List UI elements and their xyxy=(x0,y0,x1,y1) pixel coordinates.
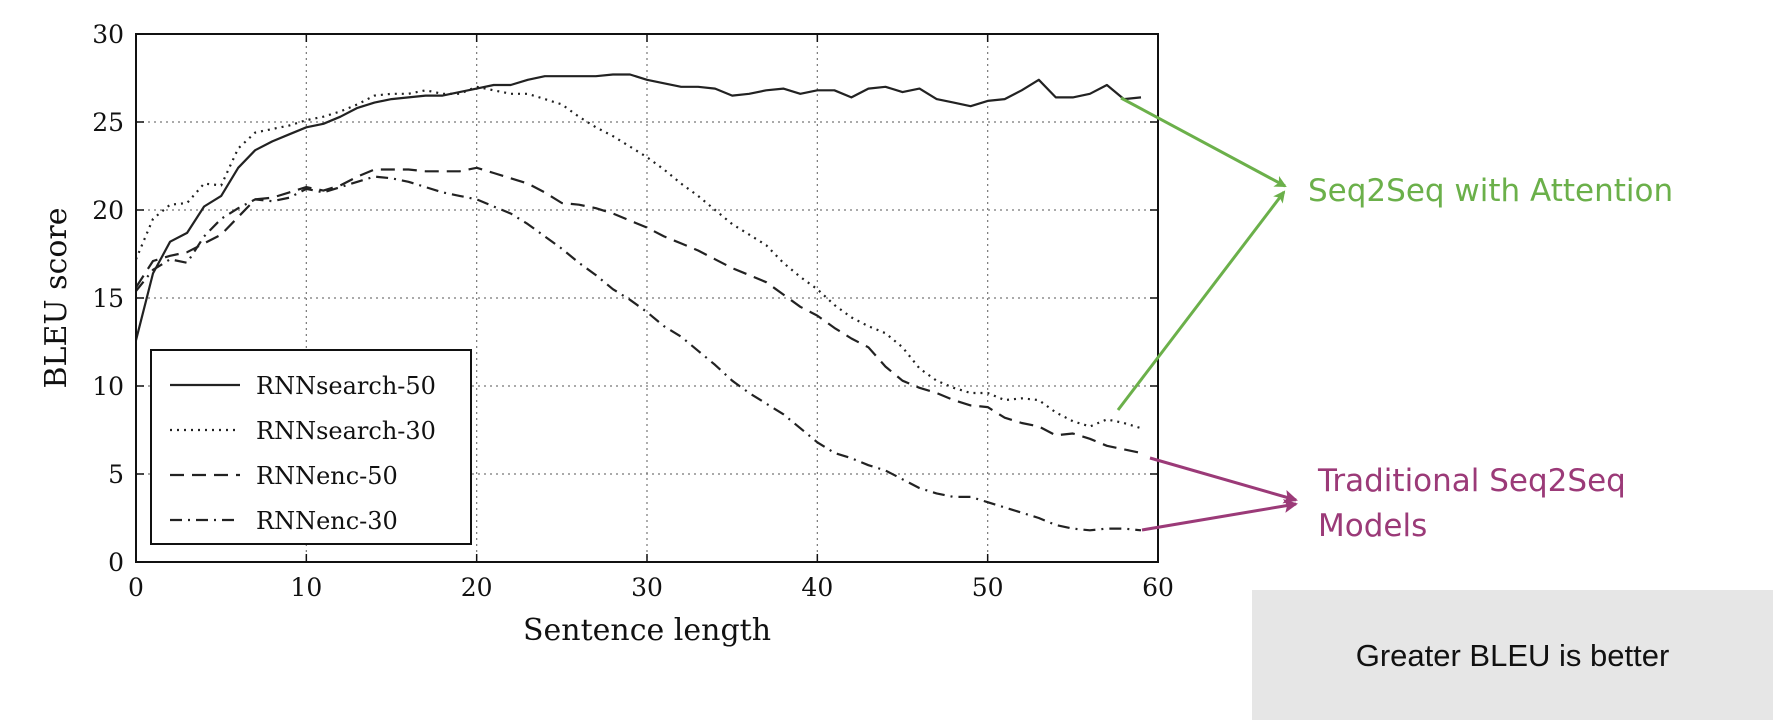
traditional-arrow-bottom xyxy=(1141,499,1298,532)
series-rnnsearch-30 xyxy=(134,85,1142,430)
attention-arrow-bottom xyxy=(1116,190,1286,411)
note-text: Greater BLEU is better xyxy=(1355,638,1670,673)
traditional-callout-line2: Models xyxy=(1318,508,1427,544)
y-tick-label: 30 xyxy=(92,20,124,49)
x-tick-label: 30 xyxy=(631,573,663,602)
x-tick-label: 0 xyxy=(128,573,144,602)
traditional-callout-line1: Traditional Seq2Seq xyxy=(1317,463,1626,499)
legend: RNNsearch-50 RNNsearch-30 RNNenc-50 RNNenc-… xyxy=(150,349,472,545)
y-tick-label: 20 xyxy=(92,196,124,225)
attention-callout: Seq2Seq with Attention xyxy=(1308,173,1673,209)
x-tick-label: 50 xyxy=(972,573,1004,602)
note-panel: Greater BLEU is better xyxy=(1252,590,1773,720)
y-tick-label: 5 xyxy=(108,460,124,489)
y-tick-label: 10 xyxy=(92,372,124,401)
attention-arrow-top xyxy=(1120,96,1287,188)
x-tick-label: 20 xyxy=(461,573,493,602)
series-rnnenc-30 xyxy=(135,175,1142,532)
x-axis-title: Sentence length xyxy=(523,613,771,648)
series-rnnsearch-50 xyxy=(134,73,1142,341)
x-tick-label: 60 xyxy=(1142,573,1174,602)
series-lines xyxy=(134,73,1142,532)
tick-labels: 0 10 20 30 40 50 60 0 5 10 15 20 25 30 xyxy=(92,20,1174,602)
legend-label-rnnsearch-30: RNNsearch-30 xyxy=(256,417,436,445)
legend-box xyxy=(150,349,472,545)
series-rnnenc-50 xyxy=(135,166,1142,454)
grid-lines xyxy=(136,34,1158,562)
y-tick-label: 25 xyxy=(92,108,124,137)
legend-label-rnnenc-50: RNNenc-50 xyxy=(256,462,398,490)
traditional-arrow-top xyxy=(1149,456,1298,504)
x-tick-label: 10 xyxy=(290,573,322,602)
legend-label-rnnenc-30: RNNenc-30 xyxy=(256,507,398,535)
y-axis-title: BLEU score xyxy=(39,207,74,388)
x-tick-label: 40 xyxy=(801,573,833,602)
y-tick-label: 15 xyxy=(92,284,124,313)
axis-ticks xyxy=(135,33,1159,563)
y-tick-label: 0 xyxy=(108,548,124,577)
legend-label-rnnsearch-50: RNNsearch-50 xyxy=(256,372,436,400)
